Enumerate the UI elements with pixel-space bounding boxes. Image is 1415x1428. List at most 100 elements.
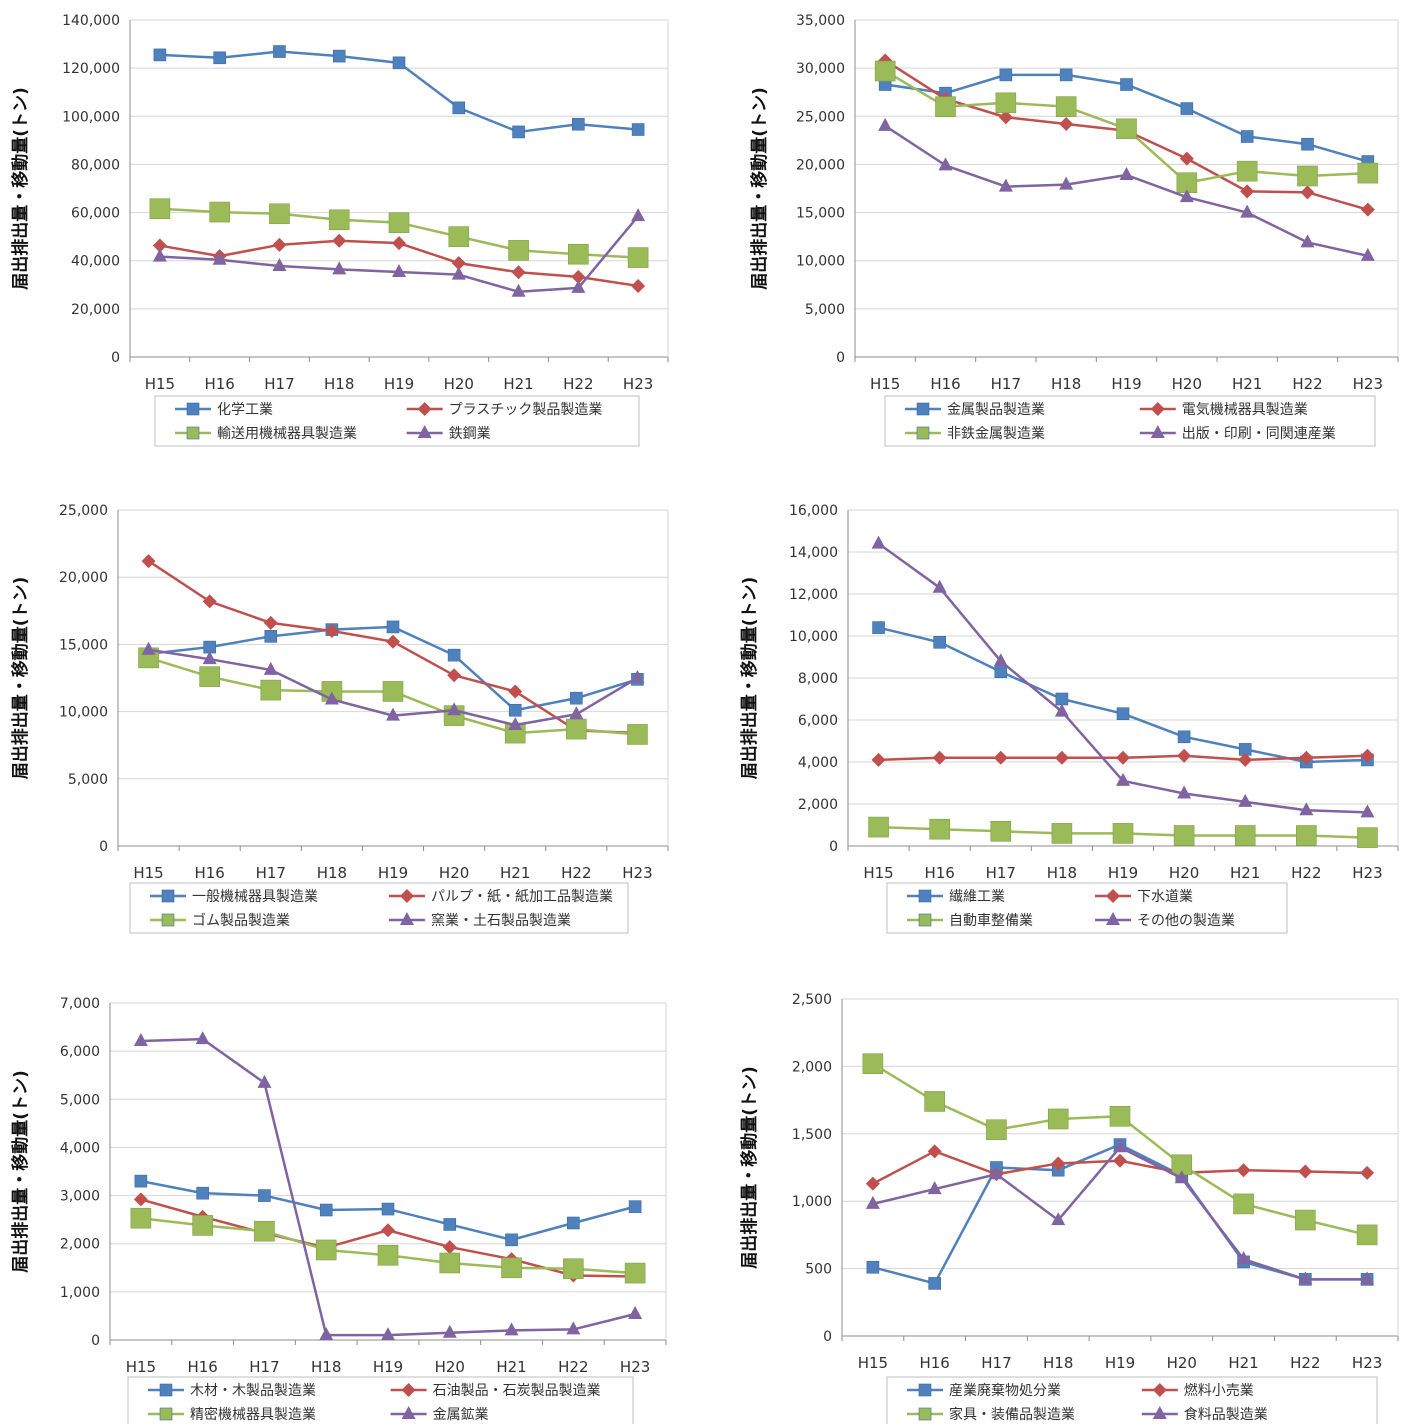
series-4 — [152, 208, 646, 297]
y-tick-label: 25,000 — [796, 109, 845, 125]
legend-label: 電気機械器具製造業 — [1182, 402, 1308, 418]
x-tick-label: H20 — [1172, 375, 1202, 393]
data-point — [1055, 692, 1069, 706]
data-point — [511, 283, 526, 297]
y-tick-label: 5,000 — [60, 1092, 100, 1108]
x-tick-label: H19 — [378, 864, 408, 882]
data-point — [1238, 752, 1253, 767]
y-tick-label: 0 — [829, 839, 838, 855]
data-point — [865, 1195, 880, 1209]
legend-marker — [159, 1407, 173, 1421]
data-point — [1301, 137, 1314, 151]
data-point — [1051, 1156, 1066, 1171]
data-point — [1298, 1164, 1313, 1179]
data-point — [999, 68, 1013, 82]
series-3 — [874, 60, 1379, 194]
data-point — [439, 1252, 461, 1274]
data-point — [933, 636, 946, 649]
data-point — [924, 1091, 945, 1112]
data-point — [989, 1166, 1004, 1180]
chart-4: 0 2,000 4,000 6,000 8,000 10,000 12,000 14,000 1… — [715, 490, 1415, 945]
x-tick-label: H15 — [133, 864, 163, 882]
data-point — [878, 117, 893, 131]
y-tick-label: 10,000 — [789, 629, 838, 645]
legend-marker — [401, 1406, 416, 1419]
y-tick-label: 6,000 — [798, 713, 838, 729]
data-point — [862, 1053, 884, 1075]
data-point — [1233, 1193, 1254, 1215]
x-tick-label: H16 — [204, 375, 234, 393]
data-point — [866, 1260, 880, 1274]
legend-label: 出版・印刷・同関連産業 — [1182, 426, 1336, 442]
data-point — [568, 243, 589, 265]
x-tick-label: H16 — [919, 1354, 949, 1372]
x-tick-label: H15 — [126, 1358, 156, 1376]
data-point — [451, 256, 466, 271]
data-point — [631, 123, 645, 136]
legend-label: 化学工業 — [217, 402, 273, 418]
data-point — [938, 157, 953, 171]
series-3 — [868, 816, 1378, 848]
data-point — [152, 238, 167, 253]
data-point — [567, 1216, 580, 1230]
x-tick-label: H23 — [623, 375, 653, 393]
data-point — [932, 579, 947, 593]
data-point — [447, 702, 462, 716]
data-point — [986, 1119, 1007, 1141]
legend-label: 金属鉱業 — [433, 1406, 489, 1423]
legend-item: 金属鉱業 — [390, 1406, 489, 1423]
x-tick-label: H21 — [1230, 864, 1260, 882]
data-point — [1179, 189, 1194, 203]
data-point — [566, 718, 587, 740]
data-point — [1059, 176, 1074, 190]
data-point — [865, 1176, 880, 1191]
data-point — [512, 125, 525, 139]
data-point — [631, 278, 646, 293]
y-tick-label: 40,000 — [71, 254, 120, 270]
x-tick-label: H23 — [1352, 1354, 1382, 1372]
data-point — [1238, 793, 1253, 807]
data-point — [995, 92, 1017, 114]
legend-item: 石油製品・石炭製品製造業 — [390, 1383, 601, 1399]
data-point — [1116, 772, 1130, 786]
legend-item: その他の製造業 — [1095, 912, 1235, 929]
x-tick-label: H22 — [558, 1358, 588, 1376]
data-point — [1051, 823, 1073, 844]
legend-marker — [918, 1407, 932, 1421]
data-point — [149, 198, 171, 220]
series-3 — [130, 1207, 646, 1284]
x-tick-label: H22 — [561, 864, 591, 882]
data-point — [1109, 1105, 1131, 1127]
data-point — [1300, 185, 1315, 200]
data-point — [1051, 1212, 1066, 1226]
x-tick-label: H21 — [503, 375, 533, 393]
legend-marker — [399, 912, 414, 925]
data-point — [569, 706, 584, 720]
y-tick-label: 14,000 — [789, 545, 838, 561]
data-point — [935, 96, 956, 117]
data-point — [872, 621, 885, 634]
data-point — [152, 248, 167, 262]
x-tick-label: H19 — [1108, 864, 1138, 882]
y-axis-title: 届出排出量・移動量(トン) — [749, 87, 770, 290]
data-point — [213, 51, 226, 65]
data-point — [263, 661, 278, 675]
data-point — [315, 1239, 337, 1261]
x-tick-label: H19 — [1105, 1354, 1135, 1372]
y-axis-title: 届出排出量・移動量(トン) — [739, 1066, 760, 1269]
legend-marker — [417, 402, 432, 416]
x-tick-label: H18 — [317, 864, 347, 882]
data-point — [1297, 165, 1318, 187]
y-tick-label: 4,000 — [60, 1140, 100, 1156]
x-tick-label: H15 — [145, 375, 175, 393]
x-tick-label: H17 — [991, 375, 1021, 393]
data-point — [448, 226, 470, 247]
data-point — [511, 265, 526, 280]
x-tick-label: H22 — [1291, 864, 1321, 882]
data-point — [381, 1223, 395, 1238]
y-axis-title: 届出排出量・移動量(トン) — [10, 1070, 31, 1273]
data-point — [273, 45, 286, 58]
legend-item: 鉄鋼業 — [406, 425, 491, 442]
y-tick-label: 16,000 — [789, 503, 838, 519]
data-point — [1299, 750, 1314, 765]
